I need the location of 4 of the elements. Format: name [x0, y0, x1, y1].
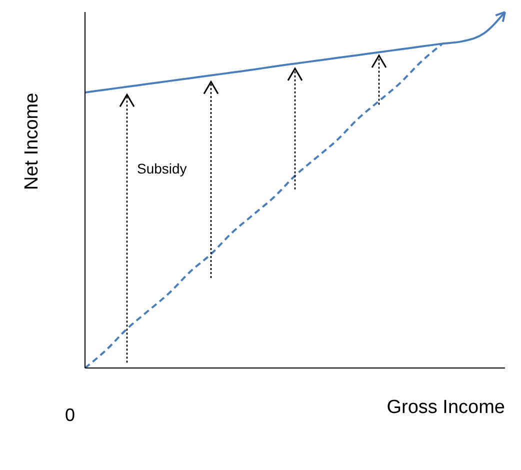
annotation: Subsidy — [137, 160, 187, 177]
y-axis-title: Net Income — [22, 92, 43, 190]
x-axis-title: Gross Income — [386, 397, 505, 418]
text: 0 — [64, 405, 75, 425]
